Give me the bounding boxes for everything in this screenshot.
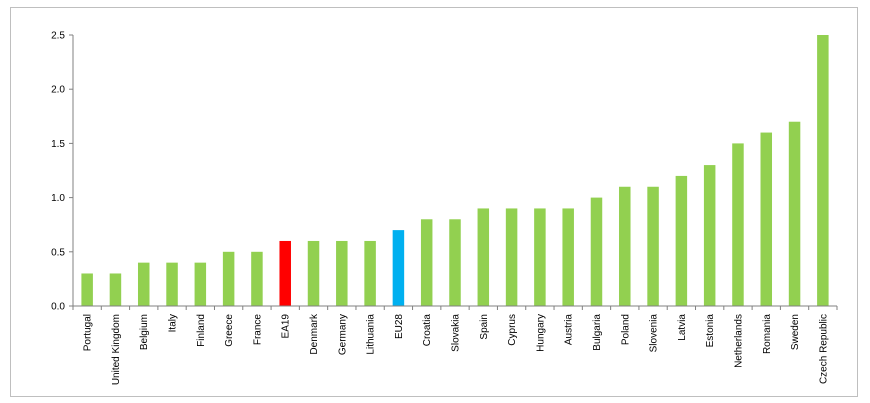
bar-slovakia	[449, 219, 461, 306]
bar-germany	[336, 240, 348, 306]
x-tick-label: Lithuania	[366, 314, 377, 355]
bar-finland	[194, 262, 207, 306]
x-tick-label: Slovenia	[649, 314, 660, 353]
x-tick-label: Latvia	[677, 314, 688, 341]
x-tick-label: Denmark	[309, 313, 320, 355]
y-tick-label: 2.5	[51, 31, 65, 42]
bar-belgium	[137, 262, 150, 306]
x-tick-label: Sweden	[790, 314, 801, 350]
x-tick-label: Cyprus	[507, 314, 518, 346]
x-tick-label: Poland	[620, 314, 631, 345]
y-tick-label: 0.0	[51, 302, 65, 313]
bar-romania	[760, 132, 773, 306]
bar-latvia	[675, 175, 688, 306]
bar-lithuania	[364, 240, 376, 306]
x-tick-label: Italy	[168, 314, 179, 332]
bar-france	[251, 251, 263, 306]
bar-estonia	[703, 165, 716, 306]
bar-poland	[619, 186, 631, 306]
x-tick-label: Netherlands	[733, 314, 744, 368]
chart-frame	[10, 7, 858, 397]
bar-sweden	[788, 121, 801, 306]
x-tick-label: Hungary	[535, 314, 546, 352]
bar-netherlands	[732, 143, 744, 306]
y-tick-label: 0.5	[51, 247, 65, 258]
x-axis: Portugal United Kingdom Belgium Italy Finlan…	[72, 305, 838, 385]
bars	[81, 35, 829, 306]
bar-bulgaria	[590, 197, 603, 306]
x-tick-label: Bulgaria	[592, 314, 603, 351]
x-tick-label: Estonia	[705, 314, 716, 348]
bar-slovenia	[647, 186, 659, 306]
x-tick-label: Belgium	[139, 314, 150, 350]
x-tick-label: France	[252, 314, 263, 346]
bar-ea19	[279, 240, 291, 306]
x-tick-label: Czech Republic	[818, 314, 829, 384]
x-tick-label: EU28	[394, 314, 405, 339]
bar-italy	[166, 262, 178, 306]
x-tick-label: Croatia	[422, 314, 433, 347]
y-axis: 0.0 0.5 1.0 1.5 2.0 2.5	[51, 31, 74, 313]
bar-croatia	[420, 219, 433, 306]
x-tick-label: Greece	[224, 314, 235, 347]
bar-austria	[562, 208, 574, 306]
bar-united-kingdom	[109, 273, 122, 306]
bar-eu28	[392, 230, 405, 306]
x-tick-label: Finland	[196, 314, 207, 347]
x-tick-label: Romania	[762, 314, 773, 354]
x-tick-label: United Kingdom	[111, 314, 122, 385]
x-tick-label: Austria	[564, 314, 575, 346]
bar-spain	[477, 208, 490, 306]
y-tick-label: 2.0	[51, 85, 65, 96]
x-tick-label: Slovakia	[451, 314, 462, 352]
bar-denmark	[307, 240, 320, 306]
bar-czech-republic	[817, 35, 829, 306]
x-tick-label: Portugal	[83, 314, 94, 351]
bar-greece	[222, 251, 235, 306]
x-tick-label: EA19	[281, 314, 292, 339]
x-tick-label: Spain	[479, 314, 490, 340]
bar-portugal	[81, 273, 93, 306]
x-tick-label: Germany	[337, 314, 348, 355]
bar-hungary	[534, 208, 546, 306]
bar-cyprus	[505, 208, 518, 306]
y-tick-label: 1.5	[51, 139, 65, 150]
y-tick-label: 1.0	[51, 193, 65, 204]
